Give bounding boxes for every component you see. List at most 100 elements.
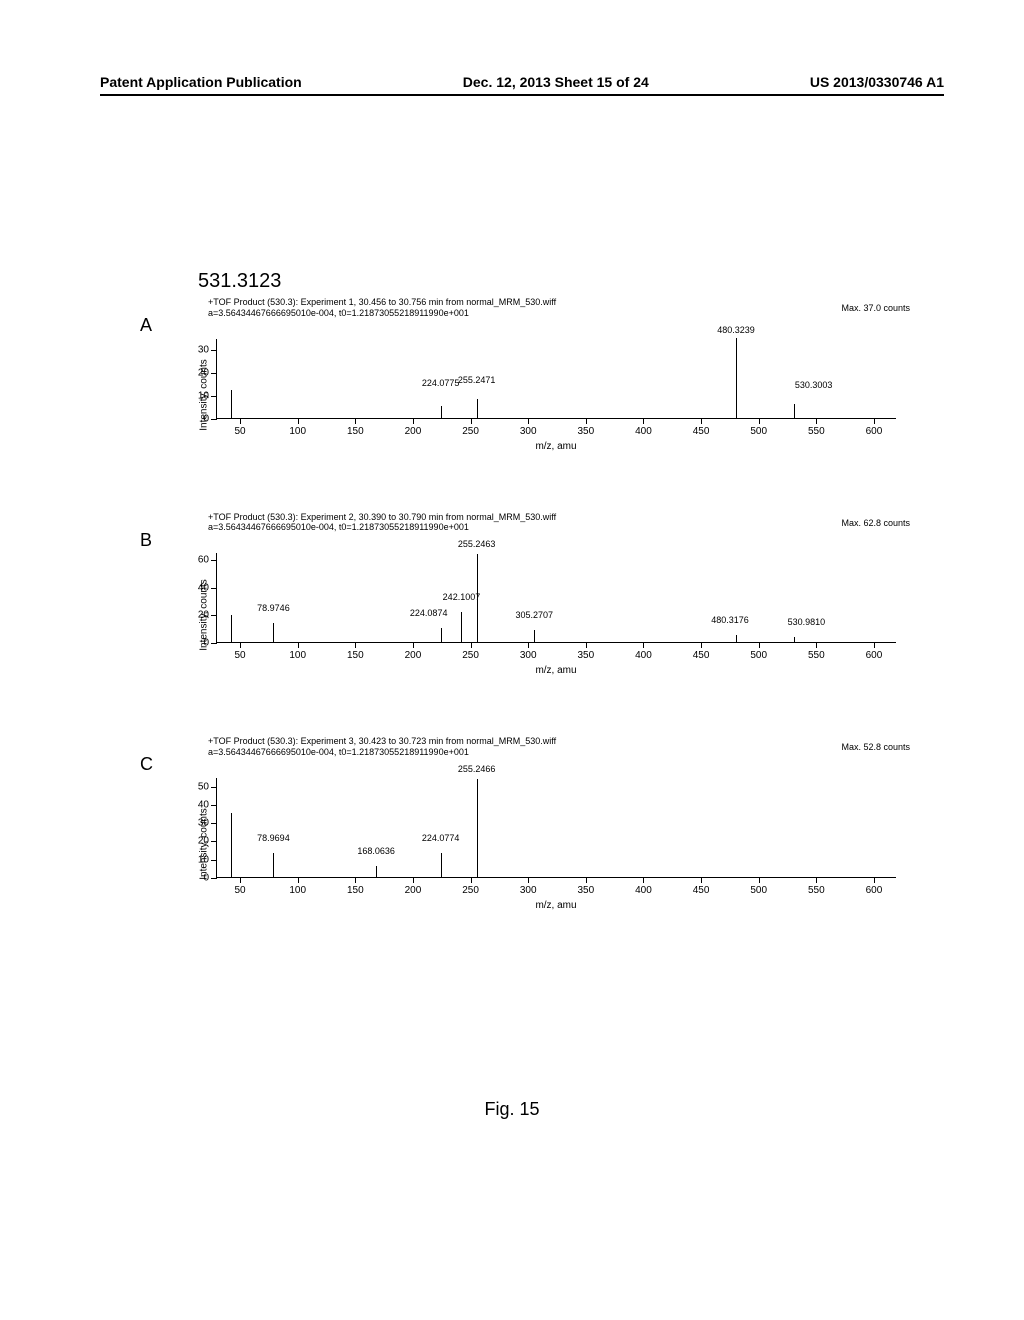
y-tick [211,419,217,420]
x-tick-label: 250 [462,426,479,437]
x-tick [874,877,875,883]
y-tick [211,878,217,879]
x-tick [759,418,760,424]
x-tick-label: 500 [750,426,767,437]
peak-label: 530.3003 [795,380,833,390]
spectrum-peak [231,390,232,417]
panels-container: A+TOF Product (530.3): Experiment 1, 30.… [150,297,920,911]
x-tick-label: 50 [234,650,245,661]
peak-label: 78.9746 [257,603,290,613]
x-tick [240,418,241,424]
x-tick [528,418,529,424]
x-tick-label: 150 [347,426,364,437]
y-tick [211,841,217,842]
y-tick-label: 30 [198,818,209,829]
peak-label: 255.2466 [458,764,496,774]
max-counts-label: Max. 37.0 counts [841,303,910,313]
x-tick-label: 550 [808,650,825,661]
x-tick [413,877,414,883]
y-tick [211,823,217,824]
y-tick-label: 0 [203,872,209,883]
x-tick [586,877,587,883]
page-header: Patent Application Publication Dec. 12, … [100,74,944,90]
y-tick [211,560,217,561]
panel-label: A [140,315,152,336]
x-axis-label: m/z, amu [216,665,896,676]
panel-subtitle: +TOF Product (530.3): Experiment 3, 30.4… [208,736,920,758]
peak-label: 530.9810 [788,617,826,627]
x-tick-label: 450 [693,650,710,661]
x-axis-label: m/z, amu [216,900,896,911]
x-tick-label: 400 [635,885,652,896]
x-tick-label: 150 [347,650,364,661]
panel-label: B [140,530,152,551]
peak-label: 255.2471 [458,375,496,385]
x-tick-label: 100 [289,885,306,896]
peak-label: 255.2463 [458,539,496,549]
y-tick [211,643,217,644]
y-tick [211,350,217,351]
x-tick [528,642,529,648]
y-tick [211,396,217,397]
x-tick-label: 450 [693,885,710,896]
max-counts-label: Max. 52.8 counts [841,742,910,752]
spectrum-peak [477,399,478,417]
y-tick-label: 20 [198,836,209,847]
peak-label: 78.9694 [257,833,290,843]
header-left: Patent Application Publication [100,74,302,90]
x-tick-label: 450 [693,426,710,437]
x-tick [298,877,299,883]
peak-label: 168.0636 [357,846,395,856]
plot-area: 0204060501001502002503003504004505005506… [216,553,896,643]
x-tick-label: 350 [577,885,594,896]
y-tick [211,805,217,806]
spectrum-peak [794,404,795,418]
x-tick-label: 500 [750,885,767,896]
x-tick [471,642,472,648]
x-tick-label: 100 [289,426,306,437]
peak-label: 224.0774 [422,833,460,843]
spectrum-peak [534,630,535,642]
panel-c: C+TOF Product (530.3): Experiment 3, 30.… [150,736,920,911]
x-tick-label: 400 [635,426,652,437]
y-tick [211,860,217,861]
spectrum-peak [736,338,737,418]
x-tick-label: 200 [405,426,422,437]
chart-wrap: Intensity, counts02040605010015020025030… [182,553,920,676]
x-tick [413,418,414,424]
y-tick-label: 10 [198,390,209,401]
figure-area: 531.3123 A+TOF Product (530.3): Experime… [150,270,920,971]
panel-subtitle: +TOF Product (530.3): Experiment 2, 30.3… [208,512,920,534]
x-tick-label: 300 [520,426,537,437]
x-tick [355,877,356,883]
chart-wrap: Intensity, counts01020305010015020025030… [182,339,920,452]
x-tick-label: 100 [289,650,306,661]
x-tick-label: 200 [405,650,422,661]
spectrum-peak [231,813,232,877]
peak-label: 242.1007 [443,592,481,602]
y-tick-label: 20 [198,367,209,378]
spectrum-peak [736,635,737,642]
x-tick [240,877,241,883]
x-axis-label: m/z, amu [216,441,896,452]
y-tick-label: 30 [198,345,209,356]
x-tick [701,642,702,648]
header-right: US 2013/0330746 A1 [810,74,944,90]
figure-main-title: 531.3123 [198,270,920,293]
peak-label: 480.3176 [711,615,749,625]
x-tick-label: 300 [520,650,537,661]
header-center: Dec. 12, 2013 Sheet 15 of 24 [463,74,649,90]
x-tick-label: 500 [750,650,767,661]
x-tick [355,642,356,648]
x-tick [240,642,241,648]
spectrum-peak [231,615,232,643]
x-tick [643,877,644,883]
y-tick-label: 40 [198,800,209,811]
x-tick [874,418,875,424]
x-tick [816,642,817,648]
x-tick [586,642,587,648]
y-tick-label: 40 [198,582,209,593]
panel-b: B+TOF Product (530.3): Experiment 2, 30.… [150,512,920,677]
x-tick [701,877,702,883]
panel-subtitle: +TOF Product (530.3): Experiment 1, 30.4… [208,297,920,319]
